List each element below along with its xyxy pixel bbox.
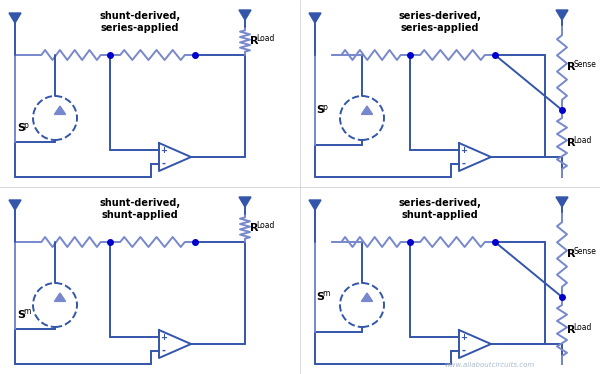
Text: +: + <box>461 145 467 154</box>
Text: Load: Load <box>256 34 274 43</box>
Text: R: R <box>250 223 259 233</box>
Polygon shape <box>239 197 251 207</box>
Text: m: m <box>322 289 329 298</box>
Text: -: - <box>462 159 466 169</box>
Text: R: R <box>567 138 575 148</box>
Text: S: S <box>316 105 324 115</box>
Polygon shape <box>55 293 65 301</box>
Text: shunt-derived,
series-applied: shunt-derived, series-applied <box>100 11 181 33</box>
Text: shunt-derived,
shunt-applied: shunt-derived, shunt-applied <box>100 198 181 220</box>
Text: +: + <box>161 332 167 341</box>
Polygon shape <box>55 106 65 114</box>
Text: R: R <box>567 249 575 259</box>
Text: +: + <box>161 145 167 154</box>
Text: Load: Load <box>573 135 592 144</box>
Polygon shape <box>361 106 373 114</box>
Text: m: m <box>23 307 31 316</box>
Text: -: - <box>162 346 166 356</box>
Text: S: S <box>17 310 25 320</box>
Polygon shape <box>9 200 21 210</box>
Text: Sense: Sense <box>573 246 596 255</box>
Text: S: S <box>17 123 25 133</box>
Text: p: p <box>322 102 327 111</box>
Polygon shape <box>9 13 21 23</box>
Text: S: S <box>316 292 324 302</box>
Text: -: - <box>162 159 166 169</box>
Polygon shape <box>556 10 568 20</box>
Text: Load: Load <box>573 322 592 331</box>
Text: R: R <box>567 325 575 335</box>
Text: p: p <box>23 120 28 129</box>
Polygon shape <box>309 13 321 23</box>
Text: Sense: Sense <box>573 59 596 68</box>
Polygon shape <box>239 10 251 20</box>
Text: series-derived,
shunt-applied: series-derived, shunt-applied <box>398 198 481 220</box>
Text: series-derived,
series-applied: series-derived, series-applied <box>398 11 481 33</box>
Text: www.allaboutcircuits.com: www.allaboutcircuits.com <box>445 362 535 368</box>
Text: R: R <box>250 36 259 46</box>
Text: +: + <box>461 332 467 341</box>
Polygon shape <box>361 293 373 301</box>
Text: R: R <box>567 62 575 72</box>
Polygon shape <box>556 197 568 207</box>
Text: -: - <box>462 346 466 356</box>
Polygon shape <box>309 200 321 210</box>
Text: Load: Load <box>256 221 274 230</box>
